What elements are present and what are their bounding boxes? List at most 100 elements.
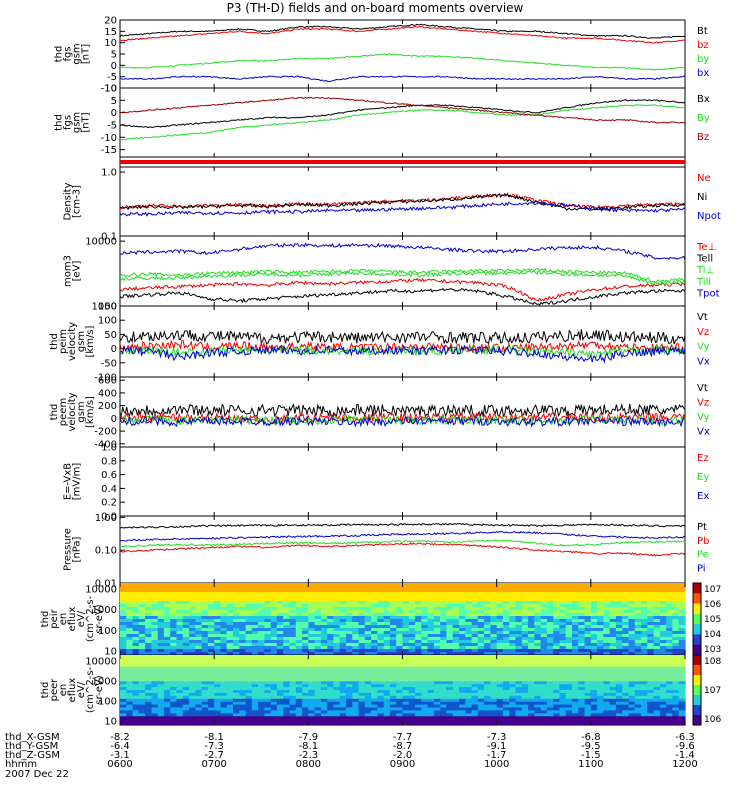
heatmap-cell <box>597 657 604 662</box>
heatmap-cell <box>170 649 178 653</box>
heatmap-cell <box>666 722 674 726</box>
heatmap-cell <box>653 669 661 674</box>
heatmap-cell <box>258 672 265 676</box>
heatmap-cell <box>120 698 127 703</box>
heatmap-cell <box>521 690 529 694</box>
heatmap-cell <box>182 692 190 697</box>
heatmap-cell <box>590 625 598 629</box>
heatmap-cell <box>339 595 347 599</box>
heatmap-cell <box>471 652 479 656</box>
heatmap-cell <box>207 640 215 644</box>
heatmap-cell <box>289 710 297 714</box>
heatmap-cell <box>515 660 523 665</box>
heatmap-cell <box>540 675 548 679</box>
heatmap-cell <box>145 675 152 679</box>
heatmap-cell <box>433 607 441 611</box>
heatmap-cell <box>358 619 366 623</box>
heatmap-cell <box>220 640 228 644</box>
legend-bz: bz <box>697 40 709 51</box>
heatmap-cell <box>433 672 441 676</box>
heatmap-cell <box>226 586 234 590</box>
legend-By: By <box>697 113 710 124</box>
heatmap-cell <box>546 687 554 691</box>
heatmap-cell <box>459 583 466 587</box>
heatmap-cell <box>578 698 586 703</box>
heatmap-cell <box>295 672 303 676</box>
heatmap-cell <box>120 669 127 674</box>
y-tick-label: -10 <box>101 133 117 144</box>
heatmap-cell <box>314 719 322 723</box>
heatmap-cell <box>534 601 542 605</box>
heatmap-cell <box>308 625 316 629</box>
heatmap-cell <box>132 722 140 726</box>
heatmap-cell <box>389 640 397 644</box>
heatmap-cell <box>672 672 680 676</box>
heatmap-cell <box>233 655 240 659</box>
heatmap-cell <box>346 716 353 720</box>
heatmap-cell <box>377 598 385 602</box>
heatmap-cell <box>383 625 391 629</box>
heatmap-cell <box>672 692 680 697</box>
orbit-row-value: 1200 <box>672 759 697 770</box>
heatmap-cell <box>521 583 529 587</box>
heatmap-cell <box>402 684 410 688</box>
heatmap-cell <box>201 716 209 720</box>
heatmap-cell <box>207 716 215 720</box>
heatmap-cell <box>220 649 228 653</box>
heatmap-cell <box>666 669 674 674</box>
heatmap-cell <box>659 589 667 593</box>
heatmap-cell <box>597 643 604 647</box>
heatmap-cell <box>314 669 322 674</box>
heatmap-cell <box>371 643 378 647</box>
heatmap-cell <box>245 690 253 694</box>
heatmap-cell <box>126 687 134 691</box>
heatmap-cell <box>289 719 297 723</box>
heatmap-cell <box>389 684 397 688</box>
heatmap-cell <box>465 692 473 697</box>
heatmap-cell <box>377 719 385 723</box>
heatmap-cell <box>515 619 523 623</box>
heatmap-cell <box>653 628 661 632</box>
heatmap-cell <box>471 698 479 703</box>
heatmap-cell <box>515 692 523 697</box>
heatmap-cell <box>126 622 134 626</box>
heatmap-cell <box>320 657 328 662</box>
heatmap-cell <box>314 592 322 596</box>
heatmap-cell <box>502 637 510 641</box>
heatmap-cell <box>496 657 504 662</box>
heatmap-cell <box>653 707 661 711</box>
heatmap-cell <box>157 631 165 635</box>
heatmap-cell <box>283 707 291 711</box>
heatmap-cell <box>484 707 491 711</box>
heatmap-cell <box>389 628 397 632</box>
heatmap-cell <box>364 695 372 700</box>
legend-Ne: Ne <box>697 173 711 184</box>
heatmap-cell <box>320 678 328 682</box>
heatmap-cell <box>207 595 215 599</box>
heatmap-cell <box>220 719 228 723</box>
heatmap-cell <box>120 649 127 653</box>
orbit-row-value: -9.5 <box>581 741 601 752</box>
heatmap-cell <box>383 604 391 608</box>
heatmap-cell <box>609 643 617 647</box>
heatmap-cell <box>157 701 165 706</box>
heatmap-cell <box>572 666 579 671</box>
heatmap-cell <box>559 666 567 671</box>
heatmap-cell <box>634 613 642 617</box>
heatmap-cell <box>440 643 448 647</box>
heatmap-cell <box>421 669 429 674</box>
heatmap-cell <box>138 586 146 590</box>
heatmap-cell <box>509 713 517 717</box>
heatmap-cell <box>402 675 410 679</box>
heatmap-cell <box>465 595 473 599</box>
heatmap-cell <box>258 613 265 617</box>
heatmap-cell <box>402 601 410 605</box>
heatmap-cell <box>120 722 127 726</box>
heatmap-cell <box>239 601 247 605</box>
heatmap-cell <box>528 716 535 720</box>
heatmap-cell <box>377 695 385 700</box>
heatmap-cell <box>515 672 523 676</box>
heatmap-cell <box>371 622 378 626</box>
heatmap-cell <box>534 695 542 700</box>
heatmap-cell <box>634 652 642 656</box>
